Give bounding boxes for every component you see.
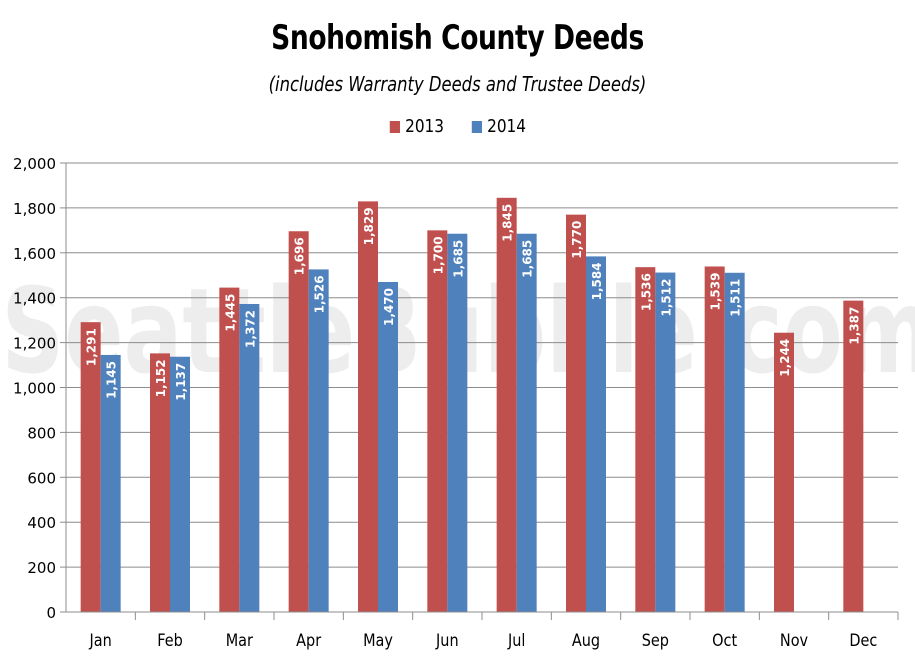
- y-tick-label: 0: [46, 604, 56, 622]
- y-tick-label: 600: [27, 469, 56, 487]
- legend-item-2014: 2014: [471, 116, 526, 137]
- x-tick-label: May: [363, 630, 393, 650]
- legend-swatch-2014: [471, 120, 482, 133]
- legend-swatch-2013: [389, 120, 400, 133]
- data-label: 1,511: [729, 279, 743, 317]
- y-tick-label: 800: [27, 424, 56, 442]
- x-tick-label: Jun: [435, 630, 458, 650]
- x-tick-label: Aug: [572, 630, 600, 650]
- x-tick-label: Dec: [849, 630, 877, 650]
- legend-label-2014: 2014: [486, 116, 526, 137]
- y-tick-label: 1,000: [13, 380, 56, 398]
- bar-2014: [447, 233, 468, 612]
- y-tick-label: 2,000: [13, 155, 56, 173]
- data-label: 1,685: [521, 240, 535, 278]
- data-label: 1,700: [431, 236, 445, 274]
- bar-2013: [843, 300, 864, 612]
- data-label: 1,829: [362, 207, 376, 245]
- data-label: 1,145: [105, 361, 119, 399]
- data-label: 1,845: [501, 204, 515, 242]
- bar-2013: [704, 266, 725, 612]
- chart-title: Snohomish County Deeds: [271, 18, 644, 58]
- bar-2013: [566, 214, 586, 612]
- bar-2014: [239, 303, 260, 612]
- legend-item-2013: 2013: [389, 116, 444, 137]
- y-tick-label: 400: [27, 514, 56, 532]
- x-tick-label: Oct: [712, 630, 737, 650]
- data-label: 1,526: [313, 275, 327, 313]
- data-label: 1,244: [778, 339, 792, 377]
- bar-2014: [378, 281, 398, 612]
- data-label: 1,696: [293, 237, 307, 275]
- bar-2014: [655, 272, 676, 612]
- x-tick-label: Nov: [780, 630, 808, 650]
- data-label: 1,685: [451, 240, 465, 278]
- data-label: 1,152: [154, 359, 168, 397]
- data-label: 1,137: [174, 363, 188, 401]
- data-label: 1,512: [659, 279, 673, 317]
- data-label: 1,372: [243, 310, 257, 348]
- data-label: 1,584: [590, 262, 604, 300]
- bar-2014: [516, 233, 537, 612]
- bar-2013: [288, 231, 309, 613]
- bar-2014: [724, 272, 745, 612]
- y-tick-label: 200: [27, 559, 56, 577]
- data-label: 1,445: [223, 294, 237, 332]
- y-tick-label: 1,600: [13, 245, 56, 263]
- bar-2014: [308, 269, 329, 612]
- bar-2013: [496, 197, 517, 613]
- bar-2013: [219, 287, 240, 612]
- chart-legend: 2013 2014: [0, 116, 915, 137]
- bar-2013: [80, 322, 101, 612]
- bar-2013: [358, 201, 378, 612]
- y-tick-label: 1,400: [13, 290, 56, 308]
- data-label: 1,291: [85, 328, 99, 366]
- bar-2014: [100, 354, 121, 612]
- y-tick-label: 1,800: [13, 200, 56, 218]
- data-label: 1,470: [382, 288, 396, 326]
- legend-label-2013: 2013: [404, 116, 444, 137]
- y-tick-label: 1,200: [13, 335, 56, 353]
- x-tick-label: Apr: [296, 630, 321, 650]
- data-label: 1,770: [570, 221, 584, 259]
- x-tick-label: Jan: [89, 630, 112, 650]
- bar-2013: [150, 353, 170, 612]
- x-tick-label: Sep: [642, 630, 669, 650]
- x-tick-label: Jul: [507, 630, 525, 650]
- bar-2013: [427, 230, 448, 612]
- bar-2014: [170, 356, 190, 612]
- bar-2014: [586, 256, 606, 612]
- bar-2013: [635, 267, 656, 612]
- chart-subtitle: (includes Warranty Deeds and Trustee Dee…: [268, 72, 647, 96]
- x-tick-label: Feb: [157, 630, 183, 650]
- bar-2013: [774, 332, 794, 612]
- data-label: 1,539: [709, 272, 723, 310]
- data-label: 1,387: [847, 307, 861, 345]
- x-tick-label: Mar: [226, 630, 254, 650]
- data-label: 1,536: [639, 273, 653, 311]
